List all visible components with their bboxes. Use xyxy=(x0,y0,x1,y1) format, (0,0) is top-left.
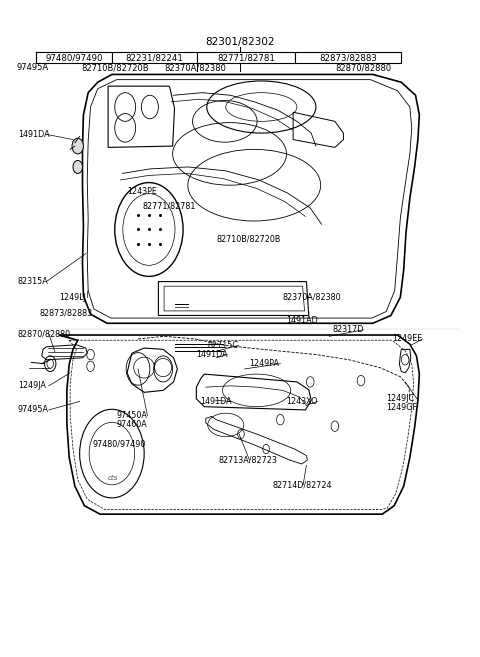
Text: 82713A/82723: 82713A/82723 xyxy=(219,455,277,464)
Text: 97480/97490: 97480/97490 xyxy=(45,53,103,62)
Text: 82301/82302: 82301/82302 xyxy=(205,37,275,47)
Text: 82714D/82724: 82714D/82724 xyxy=(272,480,332,489)
Text: cts: cts xyxy=(108,475,118,482)
Bar xyxy=(197,53,295,63)
Circle shape xyxy=(72,138,84,154)
Text: 1491AD: 1491AD xyxy=(287,316,318,325)
Bar xyxy=(295,53,401,63)
Bar xyxy=(112,53,197,63)
Text: 97495A: 97495A xyxy=(16,64,48,72)
Text: 82771/82781: 82771/82781 xyxy=(143,202,196,210)
Text: 97495A: 97495A xyxy=(18,405,49,415)
Text: 1249GF: 1249GF xyxy=(386,403,417,413)
Text: 82317D: 82317D xyxy=(333,325,364,334)
Text: 1491DA: 1491DA xyxy=(18,130,49,139)
Text: 82710B/82720B: 82710B/82720B xyxy=(81,64,149,72)
Text: 97450A: 97450A xyxy=(117,411,147,420)
Text: 1243XO: 1243XO xyxy=(287,397,318,406)
Text: 1249JA: 1249JA xyxy=(18,381,46,390)
Text: 97460A: 97460A xyxy=(117,420,147,430)
Text: 97480/97490: 97480/97490 xyxy=(93,440,146,449)
Text: 1249LJ: 1249LJ xyxy=(59,293,85,302)
Text: 82771/82781: 82771/82781 xyxy=(217,53,275,62)
Text: 82315A: 82315A xyxy=(18,277,48,286)
Text: 1243PE: 1243PE xyxy=(127,187,157,196)
Text: 1491DA: 1491DA xyxy=(200,397,231,406)
Text: 1249JC: 1249JC xyxy=(386,394,414,403)
Circle shape xyxy=(73,160,83,173)
Text: 1249PA: 1249PA xyxy=(250,359,279,368)
Text: 1249EE: 1249EE xyxy=(392,334,422,344)
Text: 82870/82880: 82870/82880 xyxy=(18,329,71,338)
Text: 82873/82883: 82873/82883 xyxy=(319,53,377,62)
Text: 82715C: 82715C xyxy=(208,341,239,350)
Text: 82231/82241: 82231/82241 xyxy=(126,53,183,62)
Bar xyxy=(36,53,112,63)
Text: 82710B/82720B: 82710B/82720B xyxy=(216,234,281,243)
Text: 82370A/82380: 82370A/82380 xyxy=(283,293,341,302)
Text: 82870/82880: 82870/82880 xyxy=(335,64,391,72)
Text: 82370A/82380: 82370A/82380 xyxy=(164,64,226,72)
Text: 82873/82883: 82873/82883 xyxy=(40,308,93,317)
Text: 1491DA: 1491DA xyxy=(196,350,228,359)
